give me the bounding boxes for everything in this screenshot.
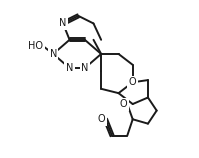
Text: N: N xyxy=(66,63,73,73)
Text: O: O xyxy=(98,114,105,124)
Text: N: N xyxy=(50,49,57,59)
Text: HO: HO xyxy=(28,41,43,51)
Text: O: O xyxy=(129,77,137,87)
Text: O: O xyxy=(120,99,127,109)
Text: N: N xyxy=(59,18,67,28)
Text: N: N xyxy=(81,63,89,73)
